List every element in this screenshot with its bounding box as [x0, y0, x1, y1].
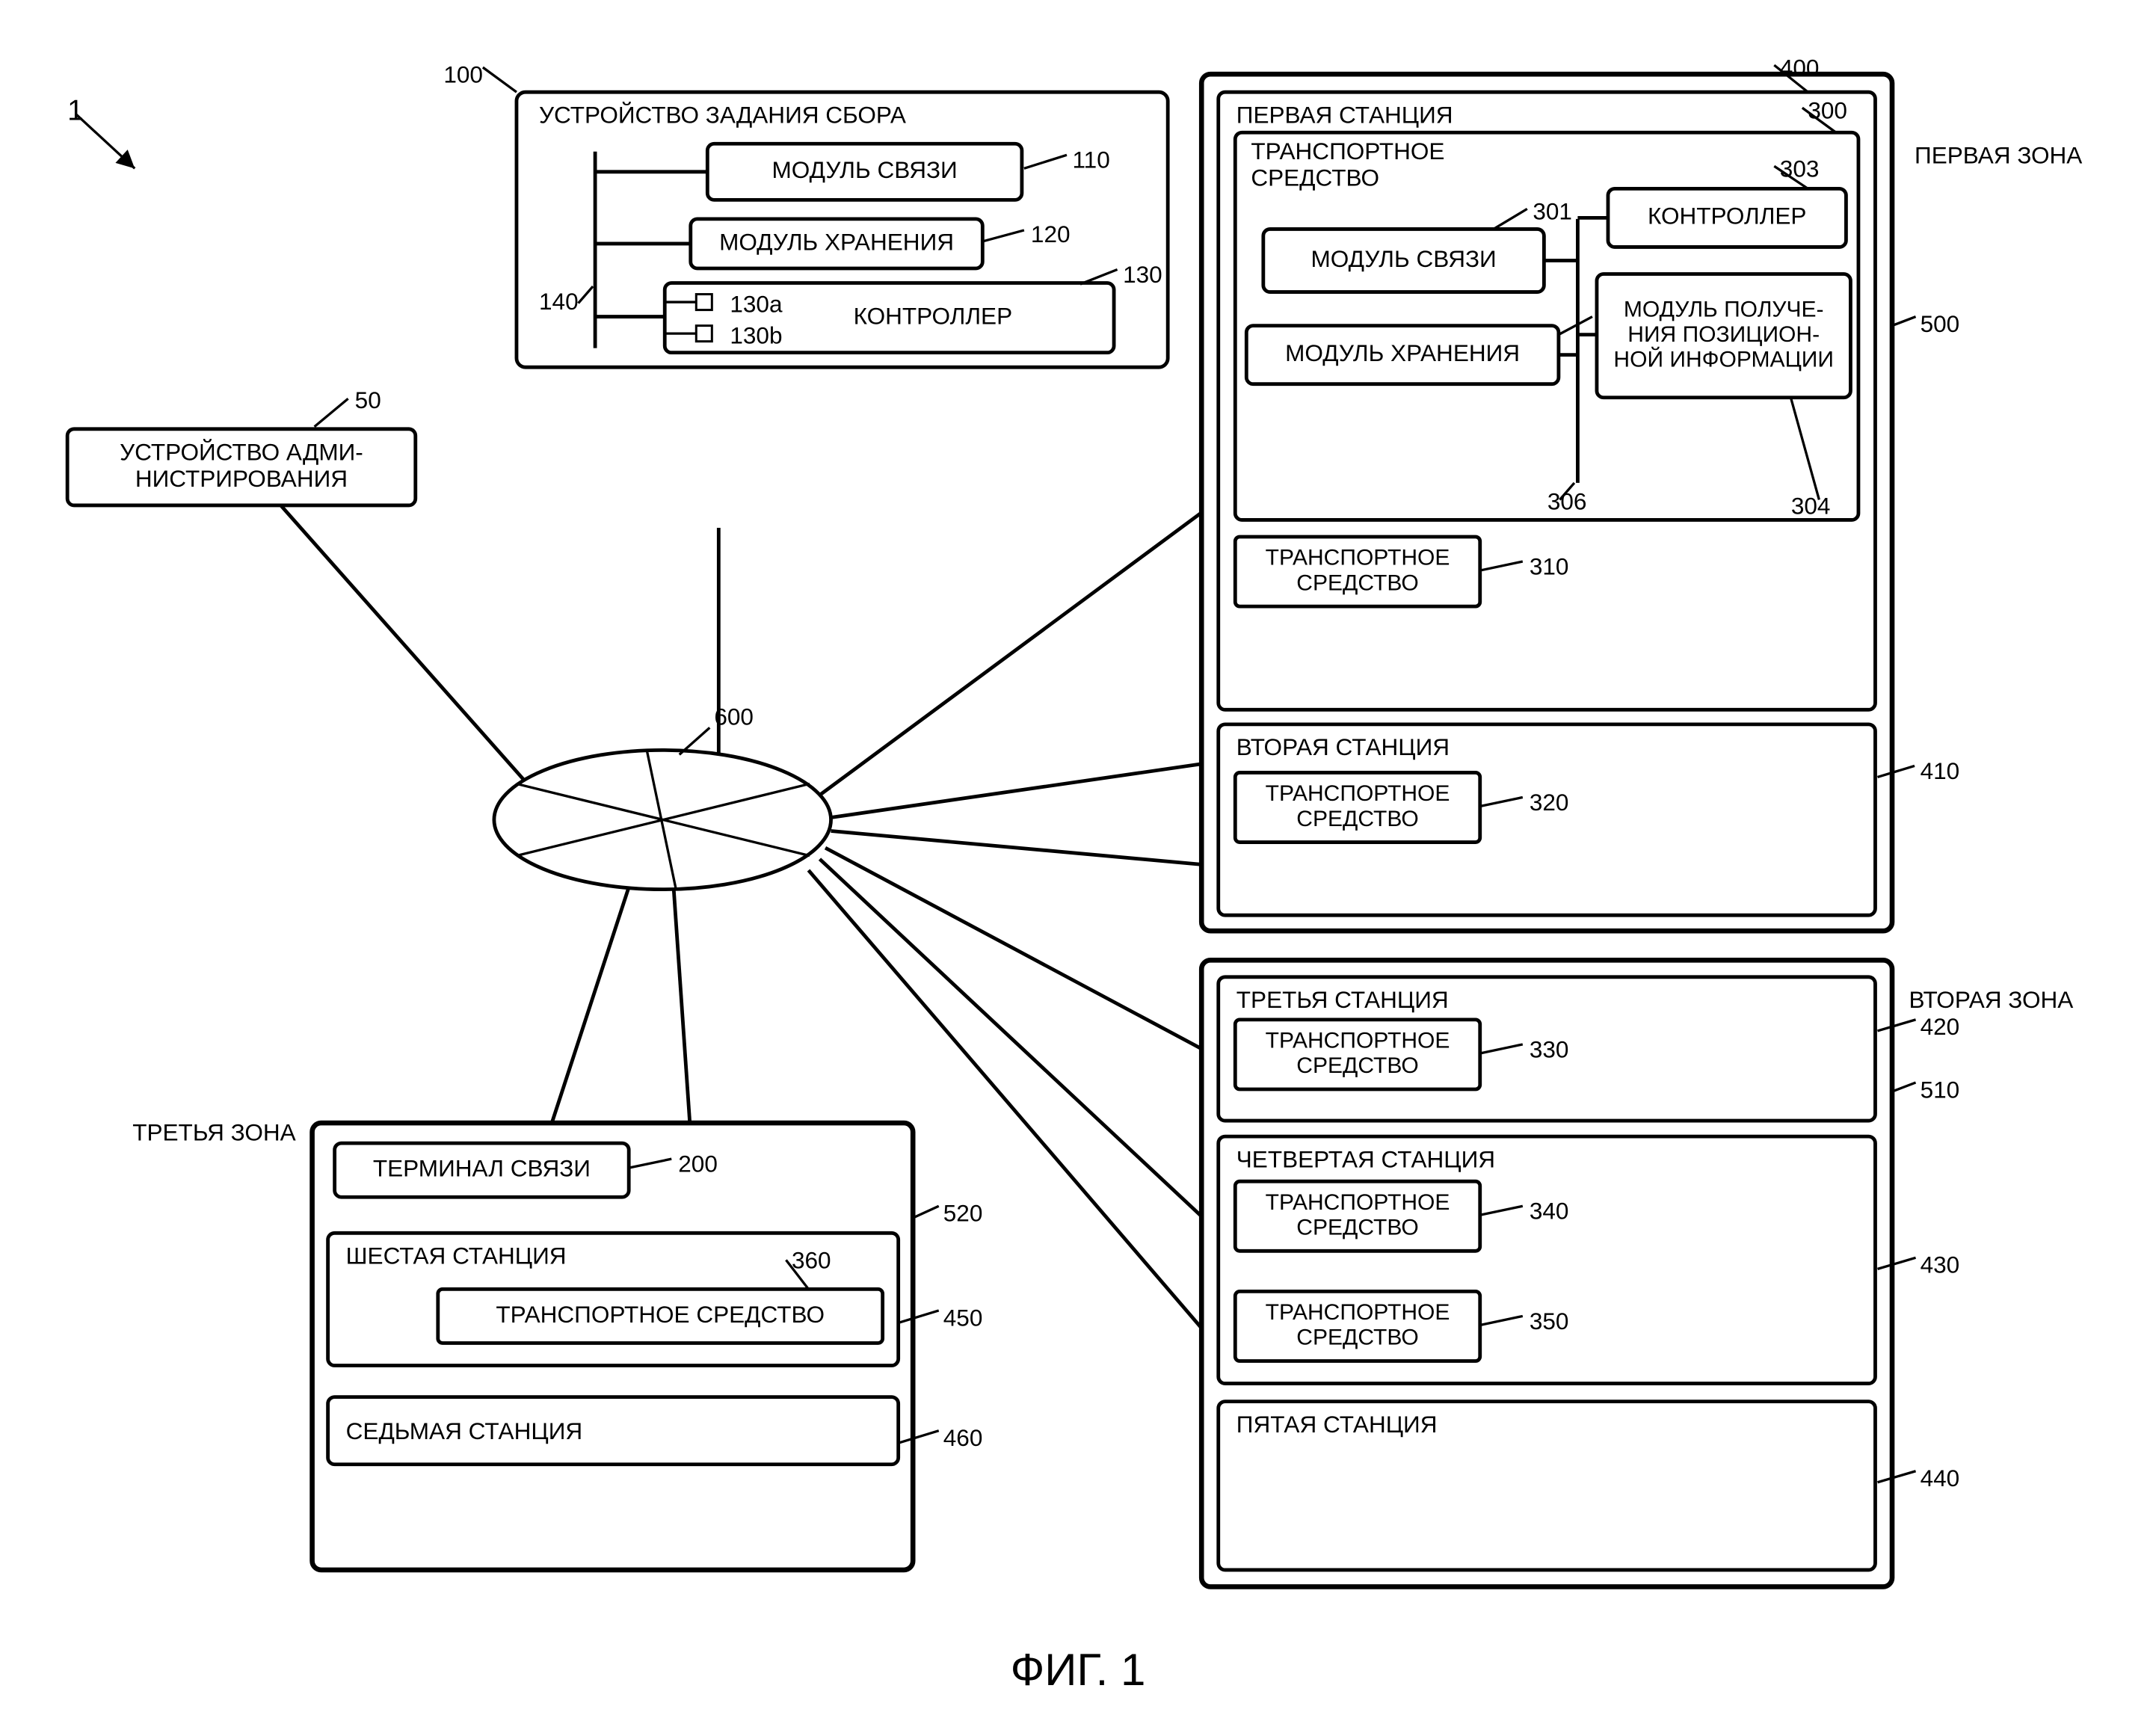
- module-301-label: МОДУЛЬ СВЯЗИ: [1311, 245, 1497, 272]
- sub-130a-label: 130a: [730, 291, 783, 318]
- module-120-num: 120: [1031, 221, 1071, 247]
- system-ref: 1: [67, 95, 84, 127]
- vehicle-320-label: СРЕДСТВО: [1296, 807, 1419, 831]
- vehicle-300-title: СРЕДСТВО: [1251, 164, 1379, 191]
- zone-2-num: 510: [1921, 1076, 1960, 1103]
- vehicle-310-label: ТРАНСПОРТНОЕ: [1266, 546, 1450, 570]
- m130-label: КОНТРОЛЛЕР: [854, 302, 1013, 329]
- station-440-num: 440: [1921, 1465, 1960, 1491]
- admin-label: УСТРОЙСТВО АДМИ-: [120, 439, 363, 466]
- sub-130b: [696, 326, 712, 342]
- module-302-label: МОДУЛЬ ХРАНЕНИЯ: [1285, 339, 1520, 366]
- sub-130a: [696, 295, 712, 310]
- module-303-num: 303: [1780, 156, 1820, 182]
- station-410-title: ВТОРАЯ СТАНЦИЯ: [1236, 733, 1450, 760]
- vehicle-360-num: 360: [792, 1247, 831, 1274]
- m110-label: МОДУЛЬ СВЯЗИ: [772, 156, 958, 183]
- bus-140-num: 140: [539, 288, 579, 315]
- module-304-num: 304: [1791, 492, 1831, 519]
- module-304-label: НИЯ ПОЗИЦИОН-: [1627, 322, 1820, 347]
- station-420-num: 420: [1921, 1013, 1960, 1040]
- module-304-label: МОДУЛЬ ПОЛУЧЕ-: [1624, 297, 1824, 321]
- vehicle-330-num: 330: [1530, 1035, 1569, 1062]
- sub-130b-label: 130b: [730, 322, 782, 349]
- vehicle-300-title: ТРАНСПОРТНОЕ: [1251, 138, 1444, 164]
- figure-caption: ФИГ. 1: [1011, 1645, 1146, 1695]
- vehicle-330-label: СРЕДСТВО: [1296, 1053, 1419, 1078]
- station-460-title: СЕДЬМАЯ СТАНЦИЯ: [346, 1417, 582, 1444]
- vehicle-350-label: СРЕДСТВО: [1296, 1326, 1419, 1350]
- terminal-200-label: ТЕРМИНАЛ СВЯЗИ: [373, 1154, 591, 1181]
- admin-label: НИСТРИРОВАНИЯ: [135, 465, 348, 492]
- bus-306-num: 306: [1547, 487, 1587, 514]
- vehicle-310-label: СРЕДСТВО: [1296, 570, 1419, 595]
- station-410-num: 410: [1921, 757, 1960, 784]
- station-430-num: 430: [1921, 1251, 1960, 1278]
- vehicle-320-label: ТРАНСПОРТНОЕ: [1266, 781, 1450, 806]
- station-440-title: ПЯТАЯ СТАНЦИЯ: [1236, 1411, 1438, 1438]
- m120-label: МОДУЛЬ ХРАНЕНИЯ: [719, 228, 954, 255]
- figure-1: 1 600 УСТРОЙСТВО АДМИ-НИСТРИРОВАНИЯ 50 УСТРО…: [0, 0, 2156, 1718]
- zone-3-title: ТРЕТЬЯ ЗОНА: [132, 1118, 295, 1145]
- hub-num: 600: [714, 703, 754, 730]
- module-130-num: 130: [1123, 261, 1162, 288]
- vehicle-340-num: 340: [1530, 1198, 1569, 1225]
- device-100-num: 100: [443, 61, 483, 87]
- station-420-title: ТРЕТЬЯ СТАНЦИЯ: [1236, 986, 1449, 1013]
- station-430-title: ЧЕТВЕРТАЯ СТАНЦИЯ: [1236, 1145, 1495, 1172]
- station-460-num: 460: [943, 1424, 983, 1451]
- station-400-title: ПЕРВАЯ СТАНЦИЯ: [1236, 102, 1453, 129]
- vehicle-330-label: ТРАНСПОРТНОЕ: [1266, 1029, 1450, 1053]
- vehicle-350-label: ТРАНСПОРТНОЕ: [1266, 1300, 1450, 1325]
- zone-1-num: 500: [1921, 310, 1960, 337]
- device-100-title: УСТРОЙСТВО ЗАДАНИЯ СБОРА: [539, 102, 906, 129]
- station-400-num: 400: [1780, 54, 1820, 81]
- zone-2-title: ВТОРАЯ ЗОНА: [1909, 986, 2074, 1013]
- admin-num: 50: [355, 387, 381, 413]
- station-450-title: ШЕСТАЯ СТАНЦИЯ: [346, 1243, 567, 1269]
- vehicle-300-num: 300: [1808, 97, 1847, 124]
- vehicle-340-label: СРЕДСТВО: [1296, 1216, 1419, 1240]
- zone-3-num: 520: [943, 1200, 983, 1227]
- vehicle-360-label: ТРАНСПОРТНОЕ СРЕДСТВО: [496, 1301, 825, 1328]
- terminal-200-num: 200: [678, 1150, 718, 1177]
- module-110-num: 110: [1072, 147, 1109, 173]
- zone-1-title: ПЕРВАЯ ЗОНА: [1915, 142, 2082, 169]
- vehicle-320-num: 320: [1530, 789, 1569, 816]
- module-301-num: 301: [1533, 198, 1572, 225]
- station-450-num: 450: [943, 1304, 983, 1331]
- vehicle-310-num: 310: [1530, 552, 1569, 579]
- vehicle-340-label: ТРАНСПОРТНОЕ: [1266, 1190, 1450, 1215]
- vehicle-350-num: 350: [1530, 1308, 1569, 1334]
- module-304-label: НОЙ ИНФОРМАЦИИ: [1613, 347, 1834, 372]
- module-303-label: КОНТРОЛЛЕР: [1648, 203, 1807, 230]
